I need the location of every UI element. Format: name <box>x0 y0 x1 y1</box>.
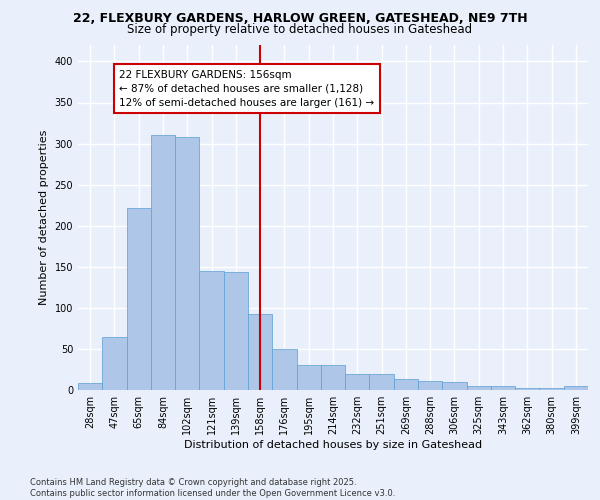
Bar <box>102 336 127 390</box>
Text: 22, FLEXBURY GARDENS, HARLOW GREEN, GATESHEAD, NE9 7TH: 22, FLEXBURY GARDENS, HARLOW GREEN, GATE… <box>73 12 527 26</box>
Bar <box>78 384 102 390</box>
Bar <box>321 366 345 390</box>
Bar <box>418 381 442 390</box>
Bar <box>296 366 321 390</box>
Bar <box>564 386 588 390</box>
Text: Contains HM Land Registry data © Crown copyright and database right 2025.
Contai: Contains HM Land Registry data © Crown c… <box>30 478 395 498</box>
Bar <box>272 349 296 390</box>
Bar <box>151 136 175 390</box>
Bar <box>345 374 370 390</box>
Bar <box>467 386 491 390</box>
Bar <box>515 388 539 390</box>
Bar <box>370 374 394 390</box>
Bar <box>539 388 564 390</box>
Text: Size of property relative to detached houses in Gateshead: Size of property relative to detached ho… <box>127 22 473 36</box>
X-axis label: Distribution of detached houses by size in Gateshead: Distribution of detached houses by size … <box>184 440 482 450</box>
Bar <box>442 382 467 390</box>
Bar <box>199 271 224 390</box>
Bar <box>248 314 272 390</box>
Bar <box>491 386 515 390</box>
Bar <box>224 272 248 390</box>
Text: 22 FLEXBURY GARDENS: 156sqm
← 87% of detached houses are smaller (1,128)
12% of : 22 FLEXBURY GARDENS: 156sqm ← 87% of det… <box>119 70 374 108</box>
Bar <box>127 208 151 390</box>
Bar <box>175 137 199 390</box>
Y-axis label: Number of detached properties: Number of detached properties <box>39 130 49 305</box>
Bar <box>394 378 418 390</box>
